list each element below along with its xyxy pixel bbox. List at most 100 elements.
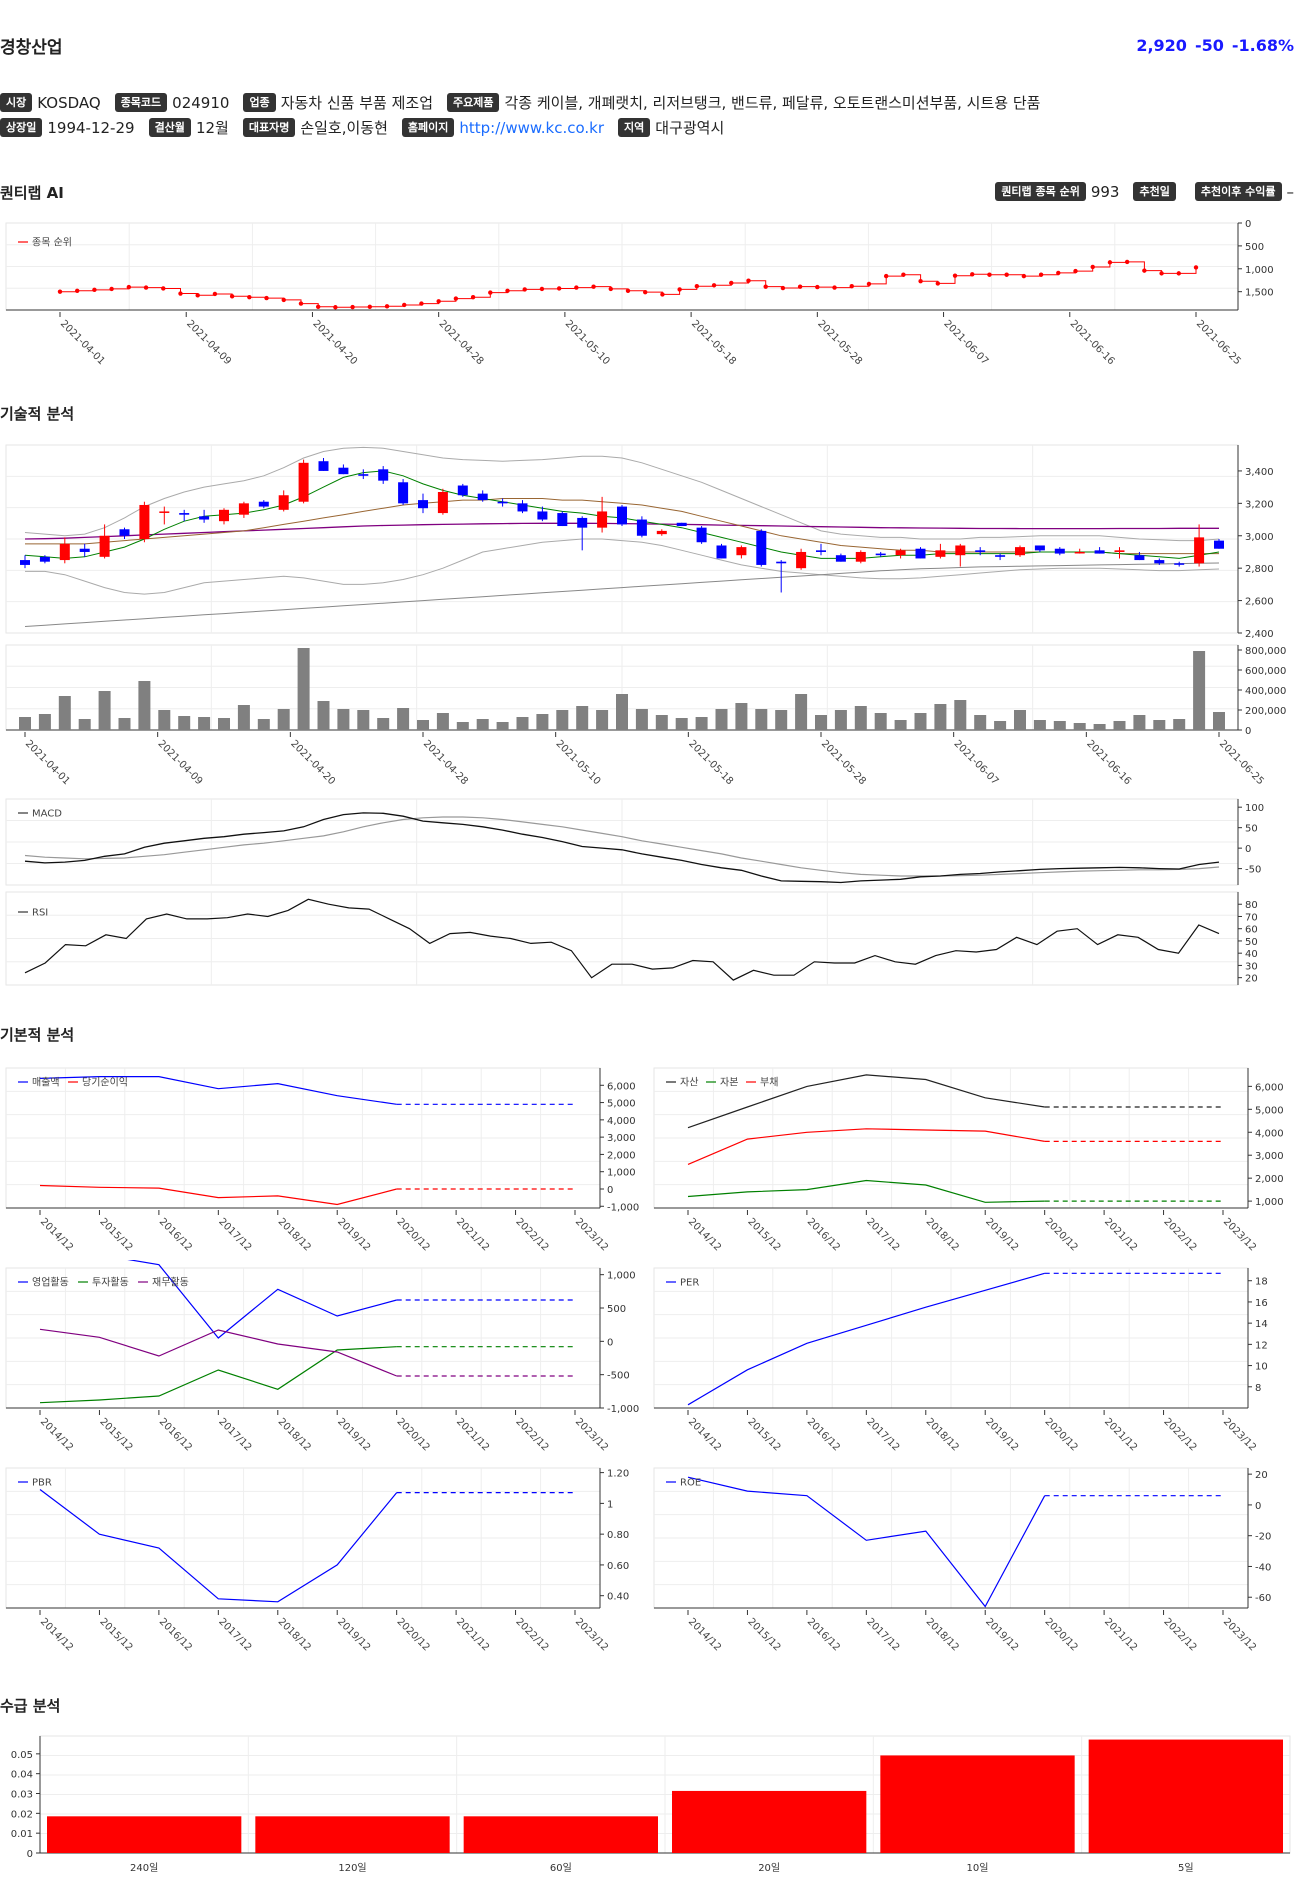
candle-body: [358, 474, 369, 476]
y-tick-label: 0.04: [11, 1770, 33, 1781]
candle-body: [617, 506, 627, 525]
rank-point: [1107, 260, 1113, 265]
info-row-2: 상장일 1994-12-29 결산월 12월 대표자명 손일호,이동현 홈페이지…: [0, 117, 738, 138]
x-tick-label: 2018/12: [924, 1616, 961, 1653]
rank-point: [660, 292, 665, 297]
volume-bar: [317, 701, 330, 730]
candle-body: [975, 550, 986, 552]
volume-bar: [536, 714, 549, 730]
rank-point: [367, 304, 373, 309]
x-tick-label: 2023/12: [573, 1216, 610, 1253]
volume-bar: [516, 717, 529, 730]
candle-body: [656, 530, 667, 535]
x-tick-label: 2017/12: [864, 1616, 901, 1653]
volume-bar: [596, 710, 609, 730]
x-tick-label: 2021/12: [454, 1616, 491, 1653]
series-line-income: [39, 1076, 397, 1105]
y-tick-label: 70: [1245, 912, 1258, 923]
y-tick-label: 3,000: [1245, 532, 1274, 543]
rank-point: [505, 288, 510, 293]
homepage-link[interactable]: http://www.kc.co.kr: [459, 118, 605, 137]
listing-badge: 상장일: [0, 118, 43, 137]
x-tick-label: 2022/12: [1161, 1416, 1198, 1453]
x-tick-label: 2021/12: [1102, 1216, 1139, 1253]
y-tick-label: 60: [1245, 925, 1258, 936]
x-tick-label: 2018/12: [276, 1216, 313, 1253]
macd-line: [24, 812, 1220, 884]
volume-bar: [954, 700, 967, 730]
rank-point: [1004, 272, 1009, 277]
candle-body: [776, 561, 787, 564]
y-tick-label: 4,000: [1255, 1128, 1284, 1139]
y-tick-label: 1,000: [1245, 265, 1274, 276]
legend-label: 자본: [720, 1077, 738, 1089]
supply-bar: [880, 1755, 1075, 1853]
rank-point: [1090, 264, 1095, 270]
income-chart: -1,000 0 1,000 2,000 3,000 4,000 5,000 6,000 201…: [5, 1067, 639, 1253]
x-tick-label: 2014/12: [686, 1216, 723, 1253]
candle-body: [517, 503, 528, 512]
candle-body: [59, 543, 70, 561]
candle-body: [716, 545, 727, 559]
rank-point: [883, 273, 889, 279]
candle-body: [577, 517, 588, 528]
y-tick-label: 600,000: [1245, 666, 1286, 677]
rank-point: [574, 285, 579, 290]
x-tick-label: 2018/12: [276, 1416, 313, 1453]
y-tick-label: -1,000: [607, 1202, 639, 1213]
y-tick-label: 50: [1245, 937, 1258, 948]
x-tick-label: 2017/12: [864, 1416, 901, 1453]
y-tick-label: 400,000: [1245, 686, 1286, 697]
rank-point: [195, 293, 200, 298]
volume-bar: [1153, 720, 1166, 730]
x-tick-label: 2021/12: [454, 1216, 491, 1253]
rank-point: [402, 302, 407, 308]
x-tick-label: 2021/12: [454, 1416, 491, 1453]
rank-point: [1073, 268, 1078, 274]
x-tick-label: 2021-05-10: [554, 738, 603, 787]
y-tick-label: 0.05: [11, 1750, 33, 1761]
volume-bar: [1193, 651, 1206, 730]
supply-bar: [463, 1816, 658, 1853]
candle-body: [995, 555, 1006, 557]
volume-bar: [775, 710, 788, 730]
volume-bar: [397, 708, 410, 730]
volume-bar: [377, 718, 390, 730]
volume-bar: [834, 710, 847, 730]
volume-bar: [1113, 721, 1126, 730]
x-tick-label: 20일: [758, 1862, 780, 1874]
candle-body: [636, 519, 647, 536]
y-tick-label: 0.03: [11, 1790, 33, 1801]
price-change: -50: [1194, 36, 1224, 55]
rank-point: [178, 291, 183, 296]
price-display: 2,920 -50 -1.68%: [1128, 36, 1294, 55]
x-tick-label: 2019/12: [335, 1416, 372, 1453]
candle-body: [736, 547, 747, 556]
rank-point: [1159, 271, 1164, 276]
series-line-balance: [687, 1074, 1045, 1129]
listing-value: 1994-12-29: [47, 118, 135, 137]
balance-chart: 1,000 2,000 3,000 4,000 5,000 6,000 2014/12 201…: [653, 1067, 1284, 1253]
x-tick-label: 2022/12: [513, 1416, 550, 1453]
fiscal-value: 12월: [195, 119, 229, 137]
y-tick-label: 12: [1255, 1340, 1268, 1351]
x-tick-label: 2021-04-28: [421, 738, 470, 787]
x-tick-label: 2020/12: [395, 1216, 432, 1253]
rank-point: [315, 304, 321, 309]
y-tick-label: 0.01: [11, 1829, 33, 1840]
rank-point: [797, 284, 803, 289]
rank-badge: 퀀티랩 종목 순위: [995, 182, 1086, 201]
code-badge: 종목코드: [114, 93, 168, 112]
supply-section-title: 수급 분석: [0, 1697, 61, 1715]
candle-body: [338, 467, 349, 475]
candle-body: [20, 560, 30, 565]
pbr-chart: 0.40 0.60 0.80 1 1.20 2014/12 2015/12 2016/12 20…: [5, 1467, 629, 1653]
supply-bar: [672, 1790, 867, 1853]
x-tick-label: 2022/12: [1161, 1616, 1198, 1653]
candle-body: [1194, 537, 1205, 564]
x-tick-label: 2022/12: [1161, 1216, 1198, 1253]
rank-point: [350, 304, 355, 310]
x-tick-label: 2021-05-28: [815, 318, 864, 367]
candle-body: [796, 551, 807, 569]
y-tick-label: 0: [1255, 1501, 1261, 1512]
